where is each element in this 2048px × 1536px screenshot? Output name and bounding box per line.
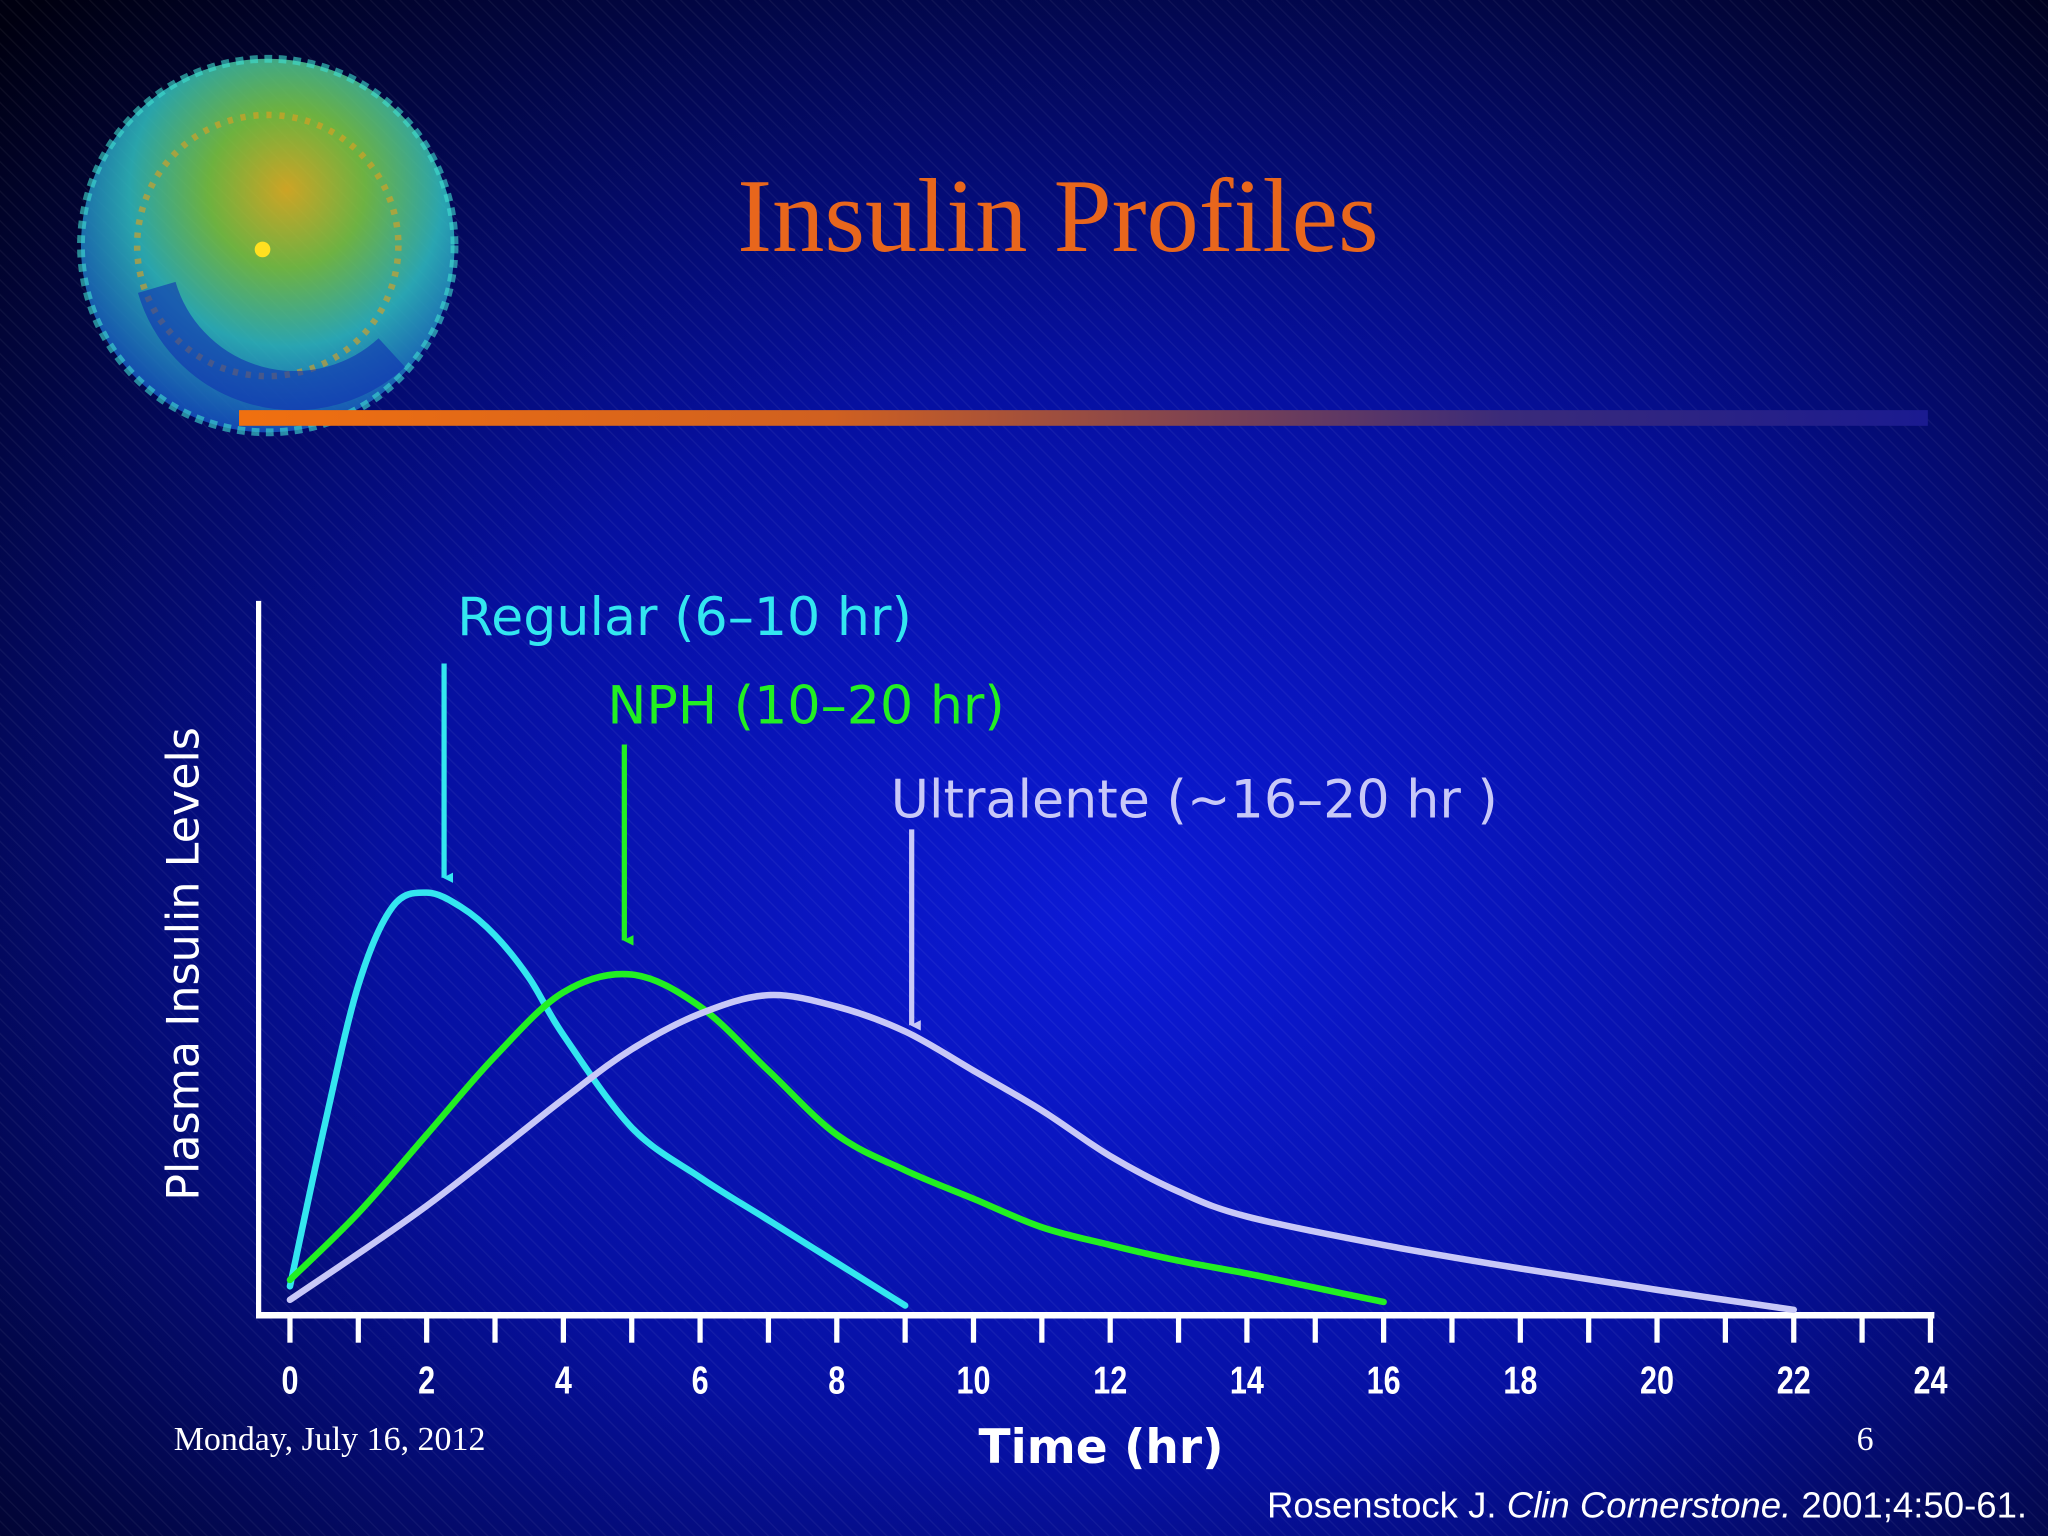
series-label: NPH (10–20 hr) [607,677,1004,737]
slide-title: Insulin Profiles [737,158,1378,274]
x-tick-label: 22 [1777,1359,1811,1402]
x-tick-label: 4 [555,1359,572,1402]
x-tick-label: 12 [1093,1359,1127,1402]
x-tick-label: 0 [281,1359,298,1402]
x-tick-label: 18 [1503,1359,1537,1402]
x-tick-label: 10 [957,1359,991,1402]
citation-details: 2001;4:50-61. [1801,1485,2027,1526]
x-axis-label: Time (hr) [979,1420,1224,1475]
x-tick-label: 14 [1230,1359,1264,1402]
x-tick-label: 24 [1913,1359,1947,1402]
page-number: 6 [1857,1421,1874,1458]
series-line [286,889,909,1309]
x-tick-label: 6 [692,1359,709,1402]
citation-journal: Clin Cornerstone. [1507,1485,1792,1526]
x-tick-label: 8 [828,1359,845,1402]
x-tick-label: 20 [1640,1359,1674,1402]
citation-author: Rosenstock J. [1267,1485,1497,1526]
series-label: Ultralente (~16–20 hr ) [891,771,1498,831]
series-label: Regular (6–10 hr) [457,588,912,648]
x-tick-label: 2 [418,1359,435,1402]
date: Monday, July 16, 2012 [174,1421,486,1458]
series-line [286,991,1798,1314]
x-tick-label: 16 [1367,1359,1401,1402]
citation: Rosenstock J. Clin Cornerstone. 2001;4:5… [1267,1485,2027,1526]
y-axis-label: Plasma Insulin Levels [159,727,210,1201]
molecule-logo [77,54,459,437]
title-underline [239,410,1928,426]
series-line [286,970,1387,1306]
